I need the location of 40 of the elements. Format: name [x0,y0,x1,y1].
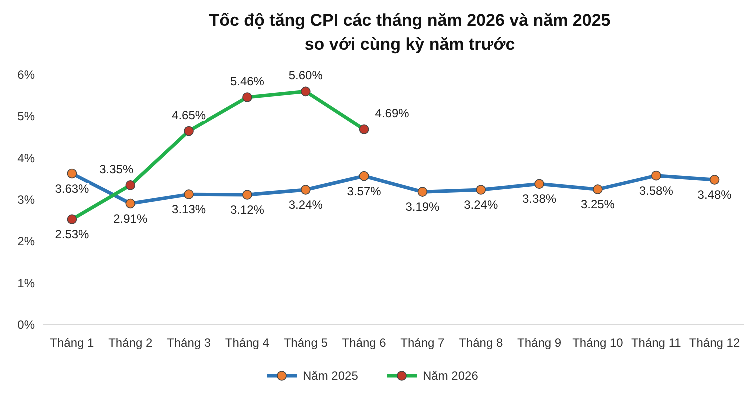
x-tick-label: Tháng 11 [631,336,682,350]
y-tick-label: 5% [18,110,36,124]
data-label: 3.35% [100,162,134,176]
x-tick-label: Tháng 9 [518,336,562,350]
data-label: 3.25% [580,198,616,212]
x-tick-label: Tháng 10 [572,336,624,350]
x-tick-label: Tháng 4 [225,336,270,350]
data-label: 3.38% [522,192,557,206]
data-label: 5.60% [288,68,324,83]
y-tick-label: 6% [18,68,36,82]
data-label: 3.24% [464,198,498,212]
x-tick-label: Tháng 5 [284,336,328,350]
data-label: 2.91% [114,212,148,226]
y-tick-label: 3% [18,193,36,207]
x-tick-label: Tháng 3 [167,336,212,350]
x-tick-label: Tháng 8 [459,336,504,350]
data-label: 3.19% [406,200,440,214]
data-label: 3.48% [698,188,732,202]
data-label: 5.46% [230,74,265,88]
x-tick-label: Tháng 1 [50,336,95,350]
chart-title: Tốc độ tăng CPI các tháng năm 2026 và năm 2025 so với cùng kỳ năm trước [209,11,611,54]
x-tick-label: Tháng 12 [689,336,740,350]
y-tick-label: 0% [18,318,36,332]
x-tick-label: Tháng 2 [108,336,153,350]
data-label: 2.53% [55,228,90,242]
x-tick-label: Tháng 6 [342,336,387,350]
data-label: 4.65% [172,108,206,122]
data-label: 3.63% [55,182,90,196]
y-tick-label: 2% [18,234,36,249]
legend-label: Năm 2025 [303,369,359,383]
x-tick-label: Tháng 7 [400,336,446,350]
data-label: 3.13% [172,202,206,217]
data-label: 3.12% [230,203,265,217]
legend-label: Năm 2026 [423,369,479,383]
data-label: 3.24% [288,198,324,212]
data-label: 3.58% [639,184,674,198]
data-label: 3.57% [347,184,382,198]
y-tick-label: 4% [18,151,36,166]
y-tick-label: 1% [18,276,36,290]
data-label: 4.69% [375,106,410,121]
